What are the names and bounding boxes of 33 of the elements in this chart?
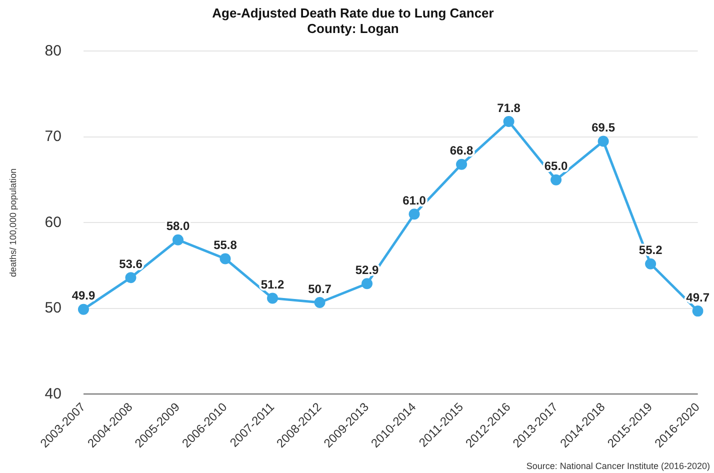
data-label: 49.7 [686,290,710,304]
y-tick-label: 60 [44,214,62,231]
point [456,158,468,170]
y-tick-label: 50 [44,300,62,317]
point [78,304,89,315]
data-label: 71.8 [497,100,521,115]
data-label: 50.7 [308,282,332,296]
y-tick-label: 80 [44,42,62,60]
data-label: 55.8 [214,238,238,252]
data-label: 53.6 [119,256,143,271]
data-label: 58.0 [166,219,190,234]
y-tick-label: 40 [44,385,62,402]
data-label: 49.9 [72,288,96,303]
data-label: 66.8 [450,144,474,158]
data-label: 61.0 [402,193,426,208]
data-label: 69.5 [592,120,616,135]
source-note: Source: National Cancer Institute (2016-2020) [526,460,710,471]
point [645,258,656,270]
point [503,116,514,128]
chart-title: Age-Adjusted Death Rate due to Lung Cancer County: Logan [212,5,494,36]
y-axis-title: deaths/ 100,000 population [8,168,18,278]
point [362,278,373,290]
data-label: 51.2 [260,278,285,292]
point [550,174,562,186]
point [172,234,184,246]
point [692,306,704,317]
point [125,272,136,284]
point [220,253,231,264]
point [267,292,278,304]
point [408,208,420,220]
y-tick-label: 70 [44,128,62,146]
point [598,136,609,147]
point [314,296,326,308]
